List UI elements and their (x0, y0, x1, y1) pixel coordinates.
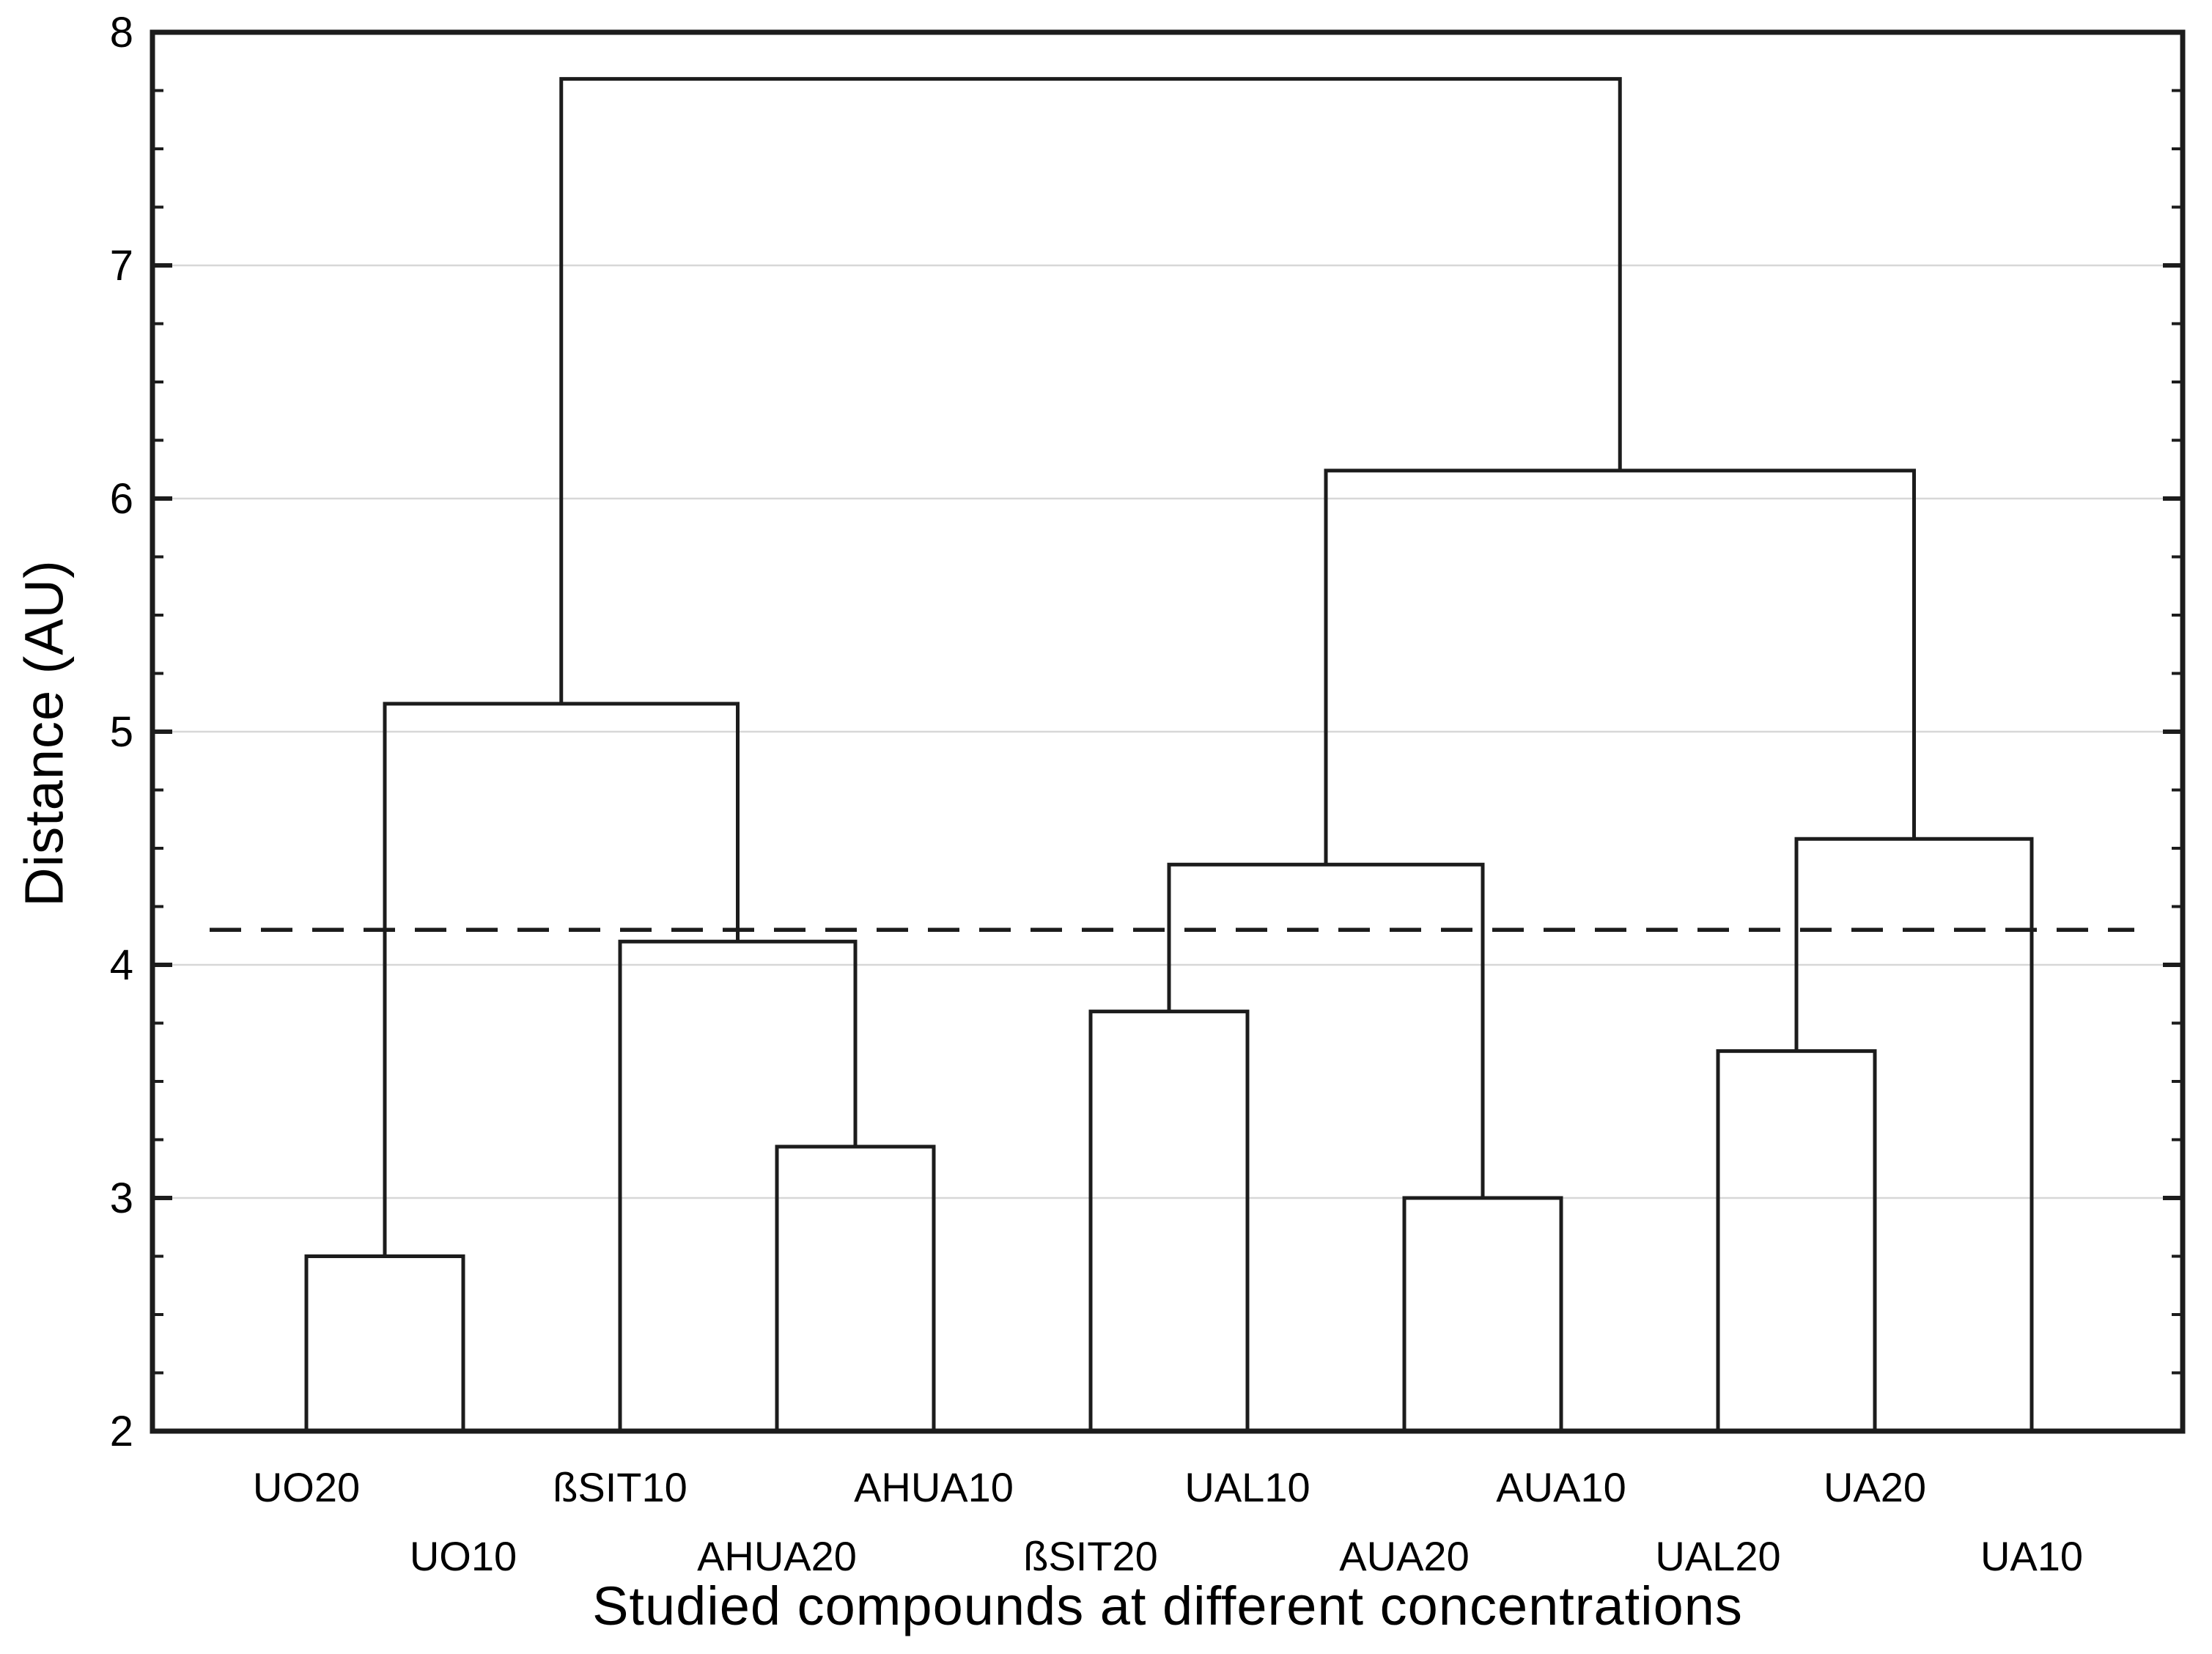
cluster-link (1716, 1049, 1877, 1431)
leaf-label: UO10 (410, 1533, 517, 1579)
y-tick-label: 8 (110, 9, 133, 56)
leaf-label: UA20 (1824, 1464, 1926, 1510)
leaf-label: ßSIT10 (553, 1464, 687, 1510)
leaf-label: UAL20 (1655, 1533, 1780, 1579)
leaf-label: UA10 (1980, 1533, 2083, 1579)
leaf-label: AUA20 (1339, 1533, 1469, 1579)
y-tick-label: 2 (110, 1408, 133, 1455)
cluster-link (1167, 862, 1485, 1198)
leaf-label: UAL10 (1184, 1464, 1310, 1510)
dendrogram-links (304, 77, 2034, 1431)
y-axis-title: Distance (AU) (13, 559, 75, 907)
cluster-link (1088, 1010, 1250, 1431)
cluster-link (304, 1254, 465, 1431)
y-tick-label: 3 (110, 1175, 133, 1222)
leaf-label: ßSIT20 (1023, 1533, 1158, 1579)
y-tick-label: 7 (110, 242, 133, 290)
cluster-link (775, 1144, 936, 1431)
cluster-link (618, 939, 858, 1431)
cluster-link (1794, 837, 2034, 1431)
y-tick-label: 4 (110, 941, 133, 989)
x-axis-title: Studied compounds at different concentra… (592, 1576, 1743, 1636)
cluster-link (1402, 1196, 1563, 1431)
cluster-link (559, 77, 1622, 704)
y-tick-label: 6 (110, 475, 133, 523)
cluster-link (383, 702, 740, 1257)
axis-ticks (152, 30, 2183, 1433)
cluster-link (1324, 468, 1916, 865)
y-tick-label: 5 (110, 708, 133, 756)
leaf-label: UO20 (253, 1464, 360, 1510)
leaf-label: AUA10 (1496, 1464, 1626, 1510)
leaf-label: AHUA20 (697, 1533, 857, 1579)
leaf-label: AHUA10 (854, 1464, 1014, 1510)
